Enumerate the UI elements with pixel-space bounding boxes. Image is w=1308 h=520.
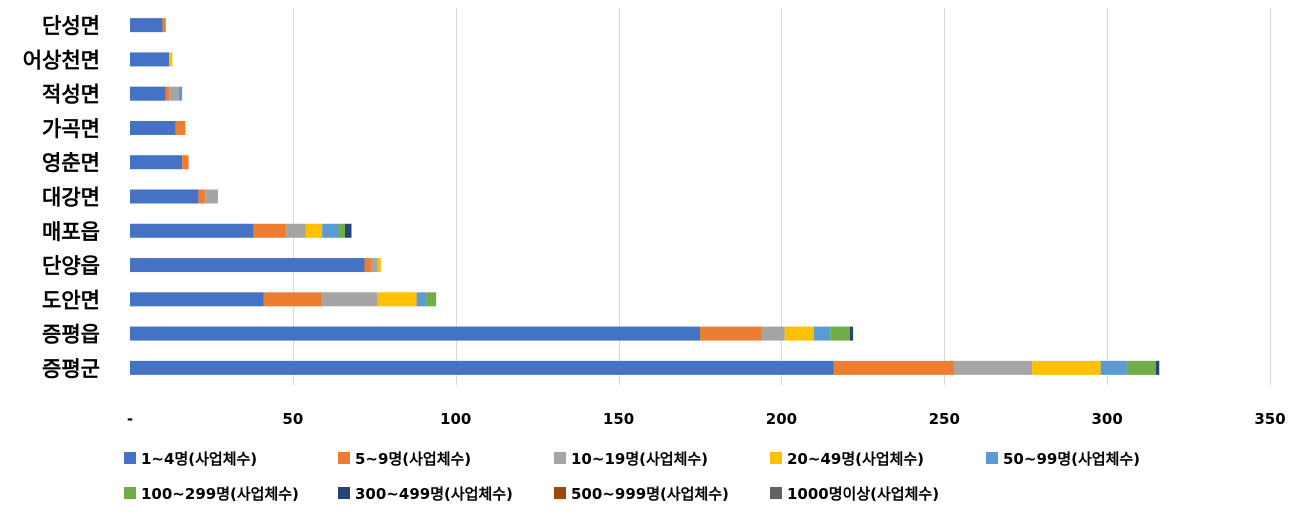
legend-label: 500~999명(사업체수) xyxy=(571,485,729,503)
bar-segment xyxy=(286,223,306,238)
legend-swatch xyxy=(338,487,350,499)
bar-segment xyxy=(169,52,173,67)
bar-segment xyxy=(175,120,186,135)
category-label: 적성면 xyxy=(42,83,100,107)
legend-swatch xyxy=(770,487,782,499)
x-tick-label: 250 xyxy=(929,410,960,428)
legend-label: 20~49명(사업체수) xyxy=(787,450,924,468)
x-tick-label: 350 xyxy=(1254,410,1285,428)
bar-segment xyxy=(344,223,352,238)
bar-segment xyxy=(1156,360,1160,375)
bar-segment xyxy=(130,86,166,101)
bar-segment xyxy=(1032,360,1101,375)
x-tick-label: 200 xyxy=(766,410,797,428)
bar-segment xyxy=(130,120,176,135)
bar-segment xyxy=(182,155,189,170)
bar-segment xyxy=(204,189,218,204)
category-label: 영춘면 xyxy=(42,151,100,175)
legend-label: 300~499명(사업체수) xyxy=(355,485,513,503)
bar-segment xyxy=(416,292,427,307)
legend-swatch xyxy=(554,487,566,499)
legend-swatch xyxy=(338,452,350,464)
bar-segment xyxy=(162,18,166,33)
legend-label: 1000명이상(사업체수) xyxy=(787,485,939,503)
bar-segment xyxy=(761,326,785,341)
bar-segment xyxy=(338,223,345,238)
bar-segment xyxy=(700,326,762,341)
bar-segment xyxy=(830,326,850,341)
bar-segment xyxy=(322,223,339,238)
legend-swatch xyxy=(124,487,136,499)
bar-segment xyxy=(130,189,199,204)
bar-segment xyxy=(130,258,365,273)
bar-segment xyxy=(1126,360,1156,375)
category-label: 증평읍 xyxy=(42,323,100,347)
category-label: 매포읍 xyxy=(42,220,100,244)
category-label: 가곡면 xyxy=(42,117,100,141)
bar-segment xyxy=(364,258,372,273)
bar-segment xyxy=(130,292,264,307)
bar-segment xyxy=(130,52,170,67)
legend-swatch xyxy=(554,452,566,464)
x-tick-label: 50 xyxy=(282,410,303,428)
legend-label: 5~9명(사업체수) xyxy=(355,450,471,468)
bar-segment xyxy=(371,258,378,273)
legend-label: 10~19명(사업체수) xyxy=(571,450,708,468)
category-label: 대강면 xyxy=(42,186,100,210)
bar-segment xyxy=(130,223,254,238)
bar-segment xyxy=(130,18,163,33)
x-tick-label: - xyxy=(127,410,133,428)
legend: 1~4명(사업체수) 5~9명(사업체수) 10~19명(사업체수) 20~49명(사… xyxy=(124,450,1140,503)
legend-swatch xyxy=(124,452,136,464)
x-tick-label: 150 xyxy=(603,410,634,428)
legend-swatch xyxy=(986,452,998,464)
bar-segment xyxy=(833,360,955,375)
bar-segment xyxy=(169,86,179,101)
bar-segment xyxy=(165,86,170,101)
legend-label: 50~99명(사업체수) xyxy=(1003,450,1140,468)
bar-segment xyxy=(263,292,323,307)
legend-label: 1~4명(사업체수) xyxy=(141,450,257,468)
bar-segment xyxy=(1100,360,1127,375)
gridlines xyxy=(293,8,1271,385)
legend-label: 100~299명(사업체수) xyxy=(141,485,299,503)
category-label: 어상천면 xyxy=(23,48,100,72)
bars xyxy=(130,18,1160,375)
bar-segment xyxy=(198,189,205,204)
bar-segment xyxy=(814,326,831,341)
category-label: 증평군 xyxy=(42,357,100,381)
bar-segment xyxy=(130,155,183,170)
bar-segment xyxy=(954,360,1033,375)
x-tick-label: 300 xyxy=(1091,410,1122,428)
bar-segment xyxy=(377,258,381,273)
bar-segment xyxy=(130,360,834,375)
bar-segment xyxy=(178,86,183,101)
x-axis-tick-labels: - 50 100 150 200 250 300 350 xyxy=(127,410,1286,428)
legend-swatch xyxy=(770,452,782,464)
bar-segment xyxy=(784,326,814,341)
x-tick-label: 100 xyxy=(440,410,471,428)
category-label: 단성면 xyxy=(42,14,100,38)
bar-segment xyxy=(426,292,437,307)
bar-segment xyxy=(849,326,854,341)
bar-segment xyxy=(322,292,378,307)
category-label: 도안면 xyxy=(42,288,100,312)
bar-segment xyxy=(305,223,323,238)
category-label: 단양읍 xyxy=(42,254,100,278)
bar-segment xyxy=(130,326,700,341)
bar-segment xyxy=(253,223,287,238)
bar-segment xyxy=(377,292,417,307)
